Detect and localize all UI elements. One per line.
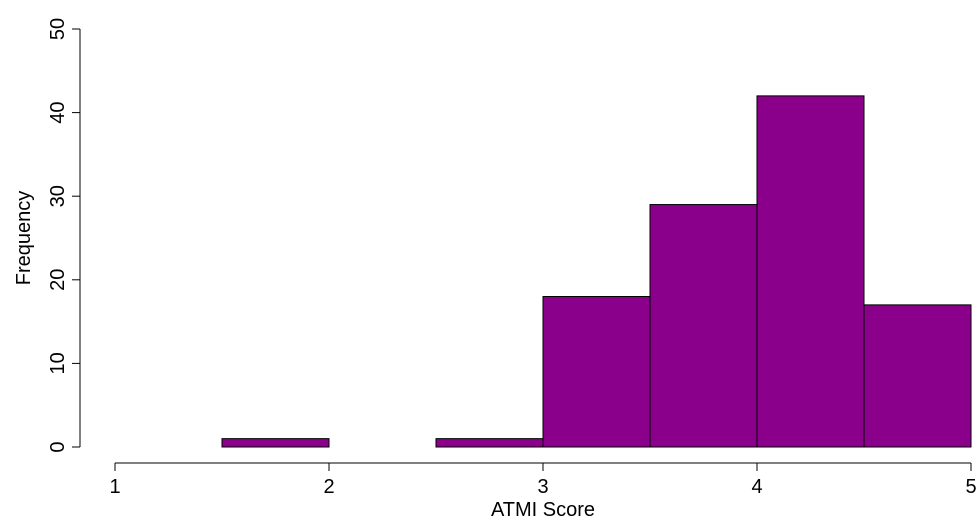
x-axis: 1 2 3 4 5 [109, 462, 977, 498]
histogram-bar [435, 438, 544, 448]
y-tick-label: 40 [47, 101, 69, 123]
y-axis: 0 10 20 30 40 50 [47, 18, 81, 453]
x-tick-label: 2 [323, 476, 334, 498]
histogram-bar [221, 438, 330, 448]
x-axis-title: ATMI Score [491, 499, 595, 521]
x-tick-label: 1 [109, 476, 120, 498]
histogram-bar [649, 204, 758, 448]
bars-group [221, 95, 972, 448]
histogram-bar [542, 296, 651, 448]
histogram-bar [756, 95, 865, 448]
x-tick-label: 3 [537, 476, 548, 498]
y-tick-label: 0 [47, 441, 69, 452]
y-tick-label: 20 [47, 269, 69, 291]
y-axis-title: Frequency [13, 191, 35, 286]
y-tick-label: 10 [47, 352, 69, 374]
x-tick-label: 4 [751, 476, 762, 498]
histogram-bar [863, 304, 972, 448]
y-tick-label: 30 [47, 185, 69, 207]
x-tick-label: 5 [965, 476, 976, 498]
y-tick-label: 50 [47, 18, 69, 40]
